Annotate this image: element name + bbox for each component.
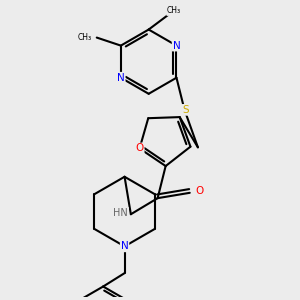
Text: N: N xyxy=(121,242,128,251)
Text: N: N xyxy=(172,40,180,51)
Text: S: S xyxy=(182,105,189,115)
Text: CH₃: CH₃ xyxy=(77,33,92,42)
Text: O: O xyxy=(195,187,203,196)
Text: O: O xyxy=(135,143,144,153)
Text: N: N xyxy=(117,73,125,83)
Text: HN: HN xyxy=(113,208,128,218)
Text: CH₃: CH₃ xyxy=(167,6,181,15)
